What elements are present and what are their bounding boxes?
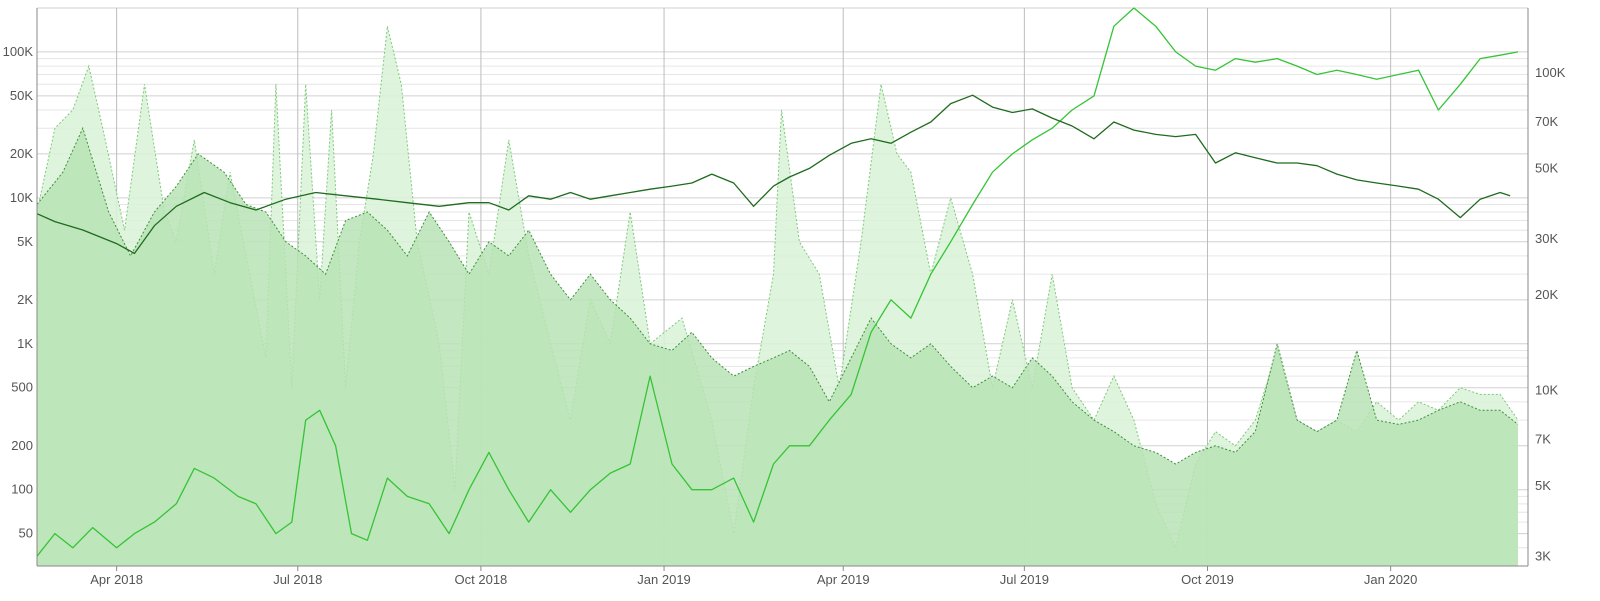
series-line-2 xyxy=(36,7,1519,557)
left-y-tick-label: 200 xyxy=(11,438,33,453)
right-y-axis-ticks: 3K 5K 7K 10K 20K 30K 50K 70K 100K xyxy=(1535,65,1566,564)
right-y-tick-label: 3K xyxy=(1535,548,1551,563)
x-tick-label: Jan 2020 xyxy=(1364,572,1418,587)
right-y-tick-label: 100K xyxy=(1535,65,1566,80)
right-y-tick-label: 70K xyxy=(1535,114,1558,129)
series-line-3 xyxy=(36,94,1511,255)
x-axis-ticks: Apr 2018 Jul 2018 Oct 2018 Jan 2019 Apr 2019… xyxy=(90,566,1417,587)
left-y-tick-label: 5K xyxy=(17,234,33,249)
left-y-tick-label: 10K xyxy=(10,190,33,205)
left-y-tick-label: 50K xyxy=(10,88,33,103)
series-layer xyxy=(36,7,1519,566)
x-tick-label: Oct 2019 xyxy=(1181,572,1234,587)
x-tick-label: Oct 2018 xyxy=(455,572,508,587)
x-tick-label: Jul 2018 xyxy=(273,572,322,587)
left-y-tick-label: 100K xyxy=(3,44,34,59)
right-y-tick-label: 7K xyxy=(1535,432,1551,447)
left-y-tick-label: 100 xyxy=(11,482,33,497)
series-area-fill-1 xyxy=(37,128,1518,566)
left-y-tick-label: 1K xyxy=(17,336,33,351)
left-y-axis-ticks: 50 100 200 500 1K 2K 5K 10K 20K 50K 100K xyxy=(3,44,34,541)
x-tick-label: Jan 2019 xyxy=(637,572,691,587)
x-tick-label: Apr 2018 xyxy=(90,572,143,587)
axes-layer xyxy=(36,8,1529,567)
right-y-tick-label: 30K xyxy=(1535,231,1558,246)
right-y-tick-label: 50K xyxy=(1535,160,1558,175)
right-y-tick-label: 20K xyxy=(1535,287,1558,302)
x-tick-label: Apr 2019 xyxy=(817,572,870,587)
left-y-tick-label: 2K xyxy=(17,292,33,307)
series-area-outline-1 xyxy=(36,126,1519,465)
left-y-tick-label: 50 xyxy=(19,526,33,541)
left-y-tick-label: 20K xyxy=(10,146,33,161)
right-y-tick-label: 10K xyxy=(1535,382,1558,397)
left-y-tick-label: 500 xyxy=(11,380,33,395)
x-tick-label: Jul 2019 xyxy=(1000,572,1049,587)
right-y-tick-label: 5K xyxy=(1535,478,1551,493)
